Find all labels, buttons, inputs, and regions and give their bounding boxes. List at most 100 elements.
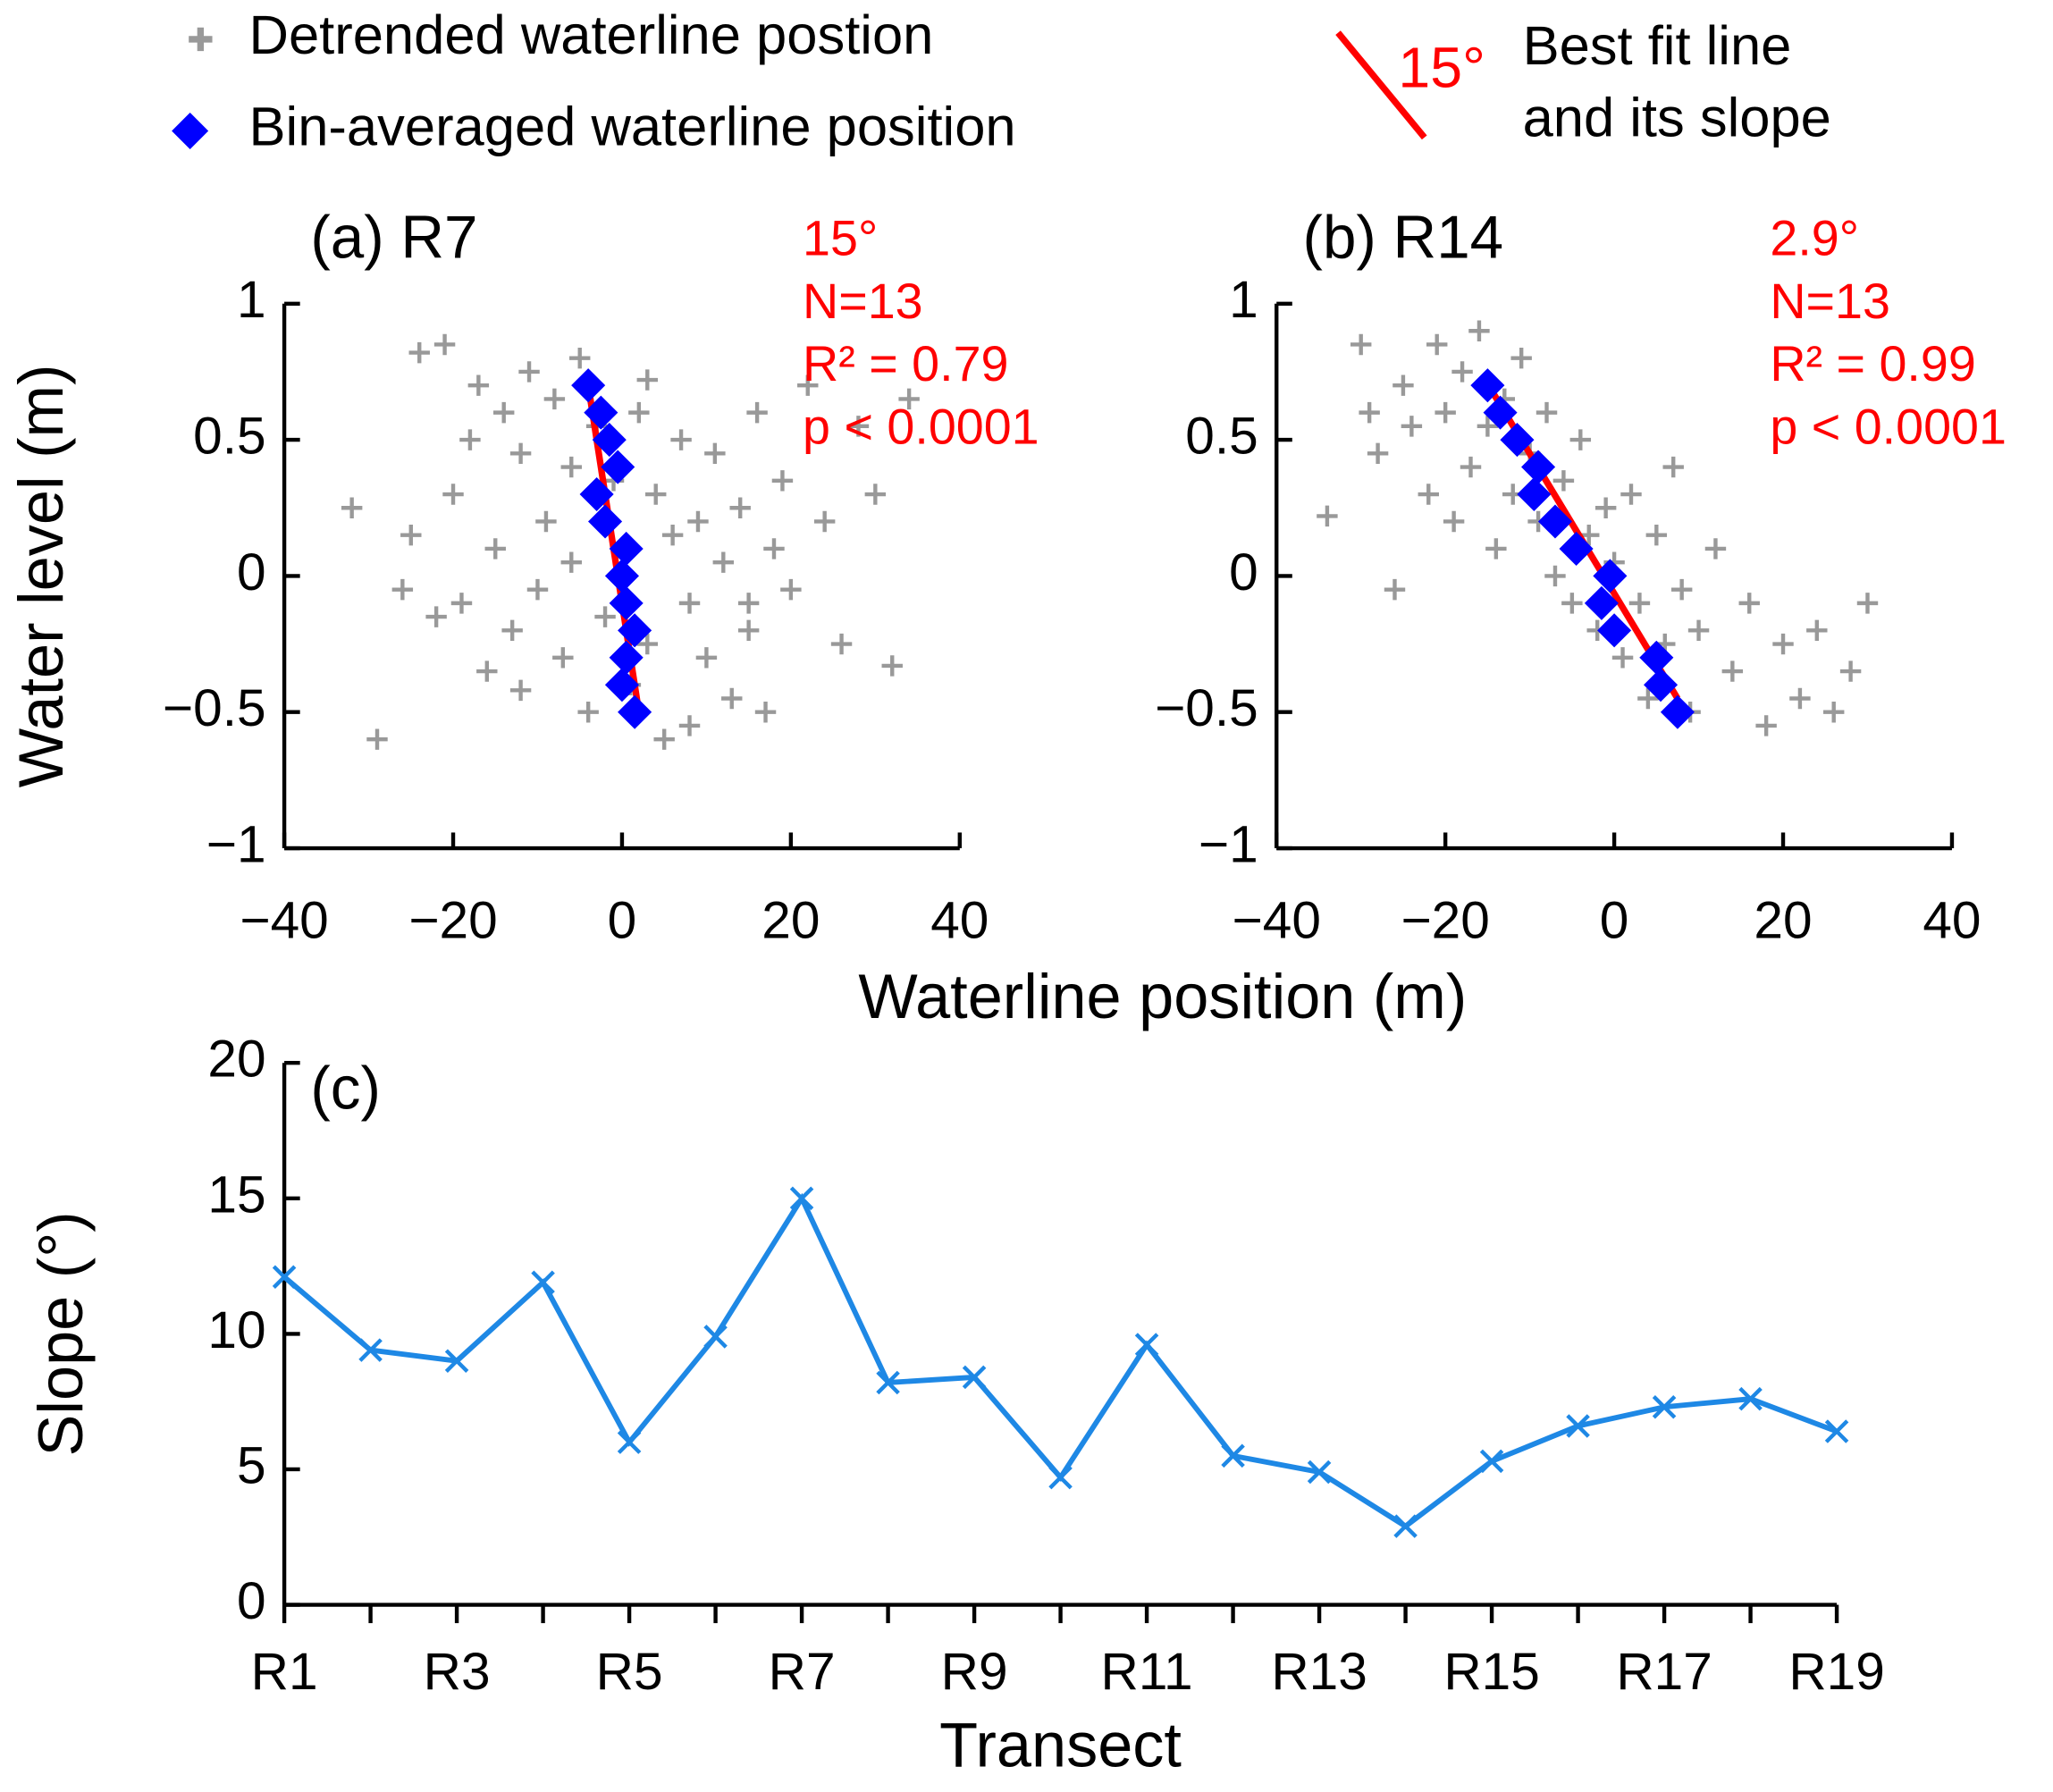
detrended-point bbox=[526, 578, 549, 601]
slope-marker bbox=[444, 1349, 469, 1373]
legend-marker bbox=[189, 27, 213, 52]
bin-average-point bbox=[1521, 450, 1556, 484]
detrended-point bbox=[1620, 484, 1642, 505]
annotation: p < 0.0001 bbox=[803, 400, 1039, 455]
detrended-point bbox=[797, 374, 819, 396]
detrended-point bbox=[763, 538, 785, 559]
bin-average-point bbox=[571, 368, 606, 403]
detrended-point bbox=[450, 593, 473, 614]
detrended-point bbox=[1628, 593, 1651, 614]
detrended-point bbox=[636, 633, 659, 655]
detrended-point bbox=[568, 347, 591, 369]
detrended-point bbox=[746, 401, 768, 424]
detrended-point bbox=[484, 538, 506, 559]
detrended-point bbox=[754, 702, 777, 723]
bin-average-point bbox=[609, 585, 644, 620]
detrended-point bbox=[560, 551, 582, 573]
detrended-point bbox=[442, 484, 464, 505]
slope-marker bbox=[1566, 1414, 1590, 1438]
x-tick-label: 20 bbox=[1754, 891, 1812, 949]
detrended-point bbox=[661, 525, 684, 546]
detrended-point bbox=[509, 679, 532, 702]
panel-title: (b) R14 bbox=[1303, 205, 1504, 272]
y-tick-label: 0.5 bbox=[1185, 408, 1258, 466]
detrended-point bbox=[543, 388, 566, 410]
x-tick-label: R1 bbox=[251, 1643, 318, 1701]
detrended-point bbox=[391, 578, 414, 601]
y-axis-label: Water level (m) bbox=[5, 365, 76, 788]
detrended-point bbox=[729, 497, 751, 518]
panel-title: (a) R7 bbox=[310, 205, 477, 272]
x-tick-label: R13 bbox=[1271, 1643, 1367, 1701]
slope-marker bbox=[358, 1338, 383, 1362]
legend-label: and its slope bbox=[1523, 87, 1831, 148]
bin-average-point bbox=[1584, 585, 1619, 620]
bin-average-point bbox=[1644, 668, 1679, 702]
detrended-point bbox=[509, 442, 532, 465]
detrended-point bbox=[366, 728, 388, 750]
detrended-point bbox=[1367, 442, 1389, 465]
detrended-point bbox=[1561, 593, 1583, 614]
detrended-point bbox=[1594, 497, 1617, 518]
detrended-point bbox=[1393, 374, 1414, 396]
panel-title: (c) bbox=[310, 1056, 381, 1123]
bin-average-point bbox=[579, 476, 614, 512]
detrended-point bbox=[1856, 593, 1879, 614]
detrended-point bbox=[1468, 320, 1490, 341]
detrended-point bbox=[653, 728, 675, 750]
annotation: 15° bbox=[803, 211, 878, 266]
detrended-point bbox=[501, 619, 523, 642]
y-tick-label: 0 bbox=[237, 1572, 266, 1630]
y-tick-label: −1 bbox=[1199, 816, 1258, 874]
detrended-point bbox=[1645, 525, 1668, 546]
detrended-point bbox=[1384, 578, 1406, 601]
x-tick-label: R3 bbox=[424, 1643, 491, 1701]
bin-average-point bbox=[1593, 559, 1628, 593]
detrended-point bbox=[678, 593, 701, 614]
detrended-point bbox=[459, 429, 481, 450]
detrended-point bbox=[1822, 702, 1845, 723]
slope-marker bbox=[1738, 1386, 1763, 1411]
detrended-point bbox=[1721, 660, 1744, 682]
annotation: N=13 bbox=[803, 273, 923, 329]
detrended-point bbox=[670, 429, 692, 450]
detrended-point bbox=[1544, 565, 1566, 587]
x-tick-label: R17 bbox=[1616, 1643, 1712, 1701]
detrended-point bbox=[535, 510, 557, 533]
slope-marker bbox=[876, 1370, 900, 1395]
slope-marker bbox=[1307, 1460, 1332, 1485]
y-tick-label: 10 bbox=[207, 1301, 265, 1359]
x-tick-label: R7 bbox=[769, 1643, 836, 1701]
detrended-point bbox=[678, 715, 701, 736]
detrended-point bbox=[341, 497, 363, 518]
detrended-point bbox=[1662, 456, 1684, 478]
bin-average-point bbox=[1483, 395, 1518, 430]
y-tick-label: 0 bbox=[237, 543, 266, 602]
detrended-point bbox=[898, 388, 920, 410]
detrended-point bbox=[1317, 505, 1338, 527]
bin-average-point bbox=[584, 395, 618, 430]
detrended-point bbox=[518, 361, 540, 383]
legend-fit-line bbox=[1335, 30, 1427, 140]
detrended-point bbox=[467, 374, 490, 396]
x-tick-label: 0 bbox=[608, 891, 637, 949]
bin-average-point bbox=[1639, 640, 1674, 675]
x-tick-label: R11 bbox=[1101, 1643, 1193, 1701]
y-tick-label: 1 bbox=[1229, 271, 1258, 329]
bin-average-point bbox=[1517, 476, 1552, 512]
detrended-point bbox=[577, 702, 599, 723]
detrended-point bbox=[1738, 593, 1760, 614]
detrended-point bbox=[1637, 687, 1659, 710]
x-tick-label: −40 bbox=[240, 891, 328, 949]
detrended-point bbox=[780, 578, 802, 601]
y-tick-label: 0.5 bbox=[193, 408, 265, 466]
slope-marker bbox=[272, 1265, 297, 1290]
slope-marker bbox=[1393, 1514, 1418, 1538]
x-tick-label: R5 bbox=[596, 1643, 663, 1701]
detrended-point bbox=[636, 369, 659, 391]
slope-marker bbox=[1134, 1333, 1159, 1357]
bin-average-point bbox=[609, 640, 644, 675]
detrended-point bbox=[476, 660, 498, 682]
slope-marker bbox=[1048, 1465, 1073, 1490]
detrended-point bbox=[1485, 538, 1507, 559]
